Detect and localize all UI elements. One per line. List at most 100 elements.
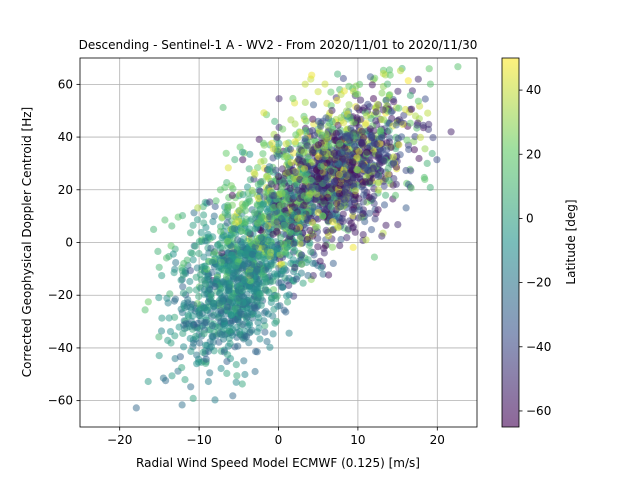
data-point xyxy=(249,250,257,258)
data-point xyxy=(298,251,306,259)
data-point xyxy=(274,302,282,310)
data-point xyxy=(360,186,368,194)
data-point xyxy=(217,258,225,266)
data-point xyxy=(291,120,299,128)
x-tick-label: −20 xyxy=(107,433,132,447)
data-point xyxy=(316,257,324,265)
data-point xyxy=(292,275,300,283)
data-point xyxy=(168,222,176,230)
data-point xyxy=(415,154,423,163)
data-point xyxy=(199,348,207,356)
data-point xyxy=(155,333,163,341)
data-point xyxy=(168,372,176,380)
data-point xyxy=(271,319,279,327)
data-point xyxy=(283,292,291,300)
data-point xyxy=(234,342,242,350)
data-point xyxy=(180,343,188,351)
data-point xyxy=(302,176,310,184)
data-point xyxy=(343,171,351,179)
data-point xyxy=(304,271,312,280)
data-point xyxy=(222,149,230,157)
data-point xyxy=(377,147,385,155)
data-point xyxy=(336,181,344,189)
data-point xyxy=(328,185,336,193)
data-point xyxy=(169,250,177,258)
data-point xyxy=(318,156,326,164)
data-point xyxy=(335,160,343,168)
data-point xyxy=(217,364,225,373)
data-point xyxy=(336,242,344,250)
data-point xyxy=(390,160,398,168)
data-point xyxy=(385,127,393,135)
data-point xyxy=(361,164,369,172)
data-point xyxy=(216,186,224,194)
data-point xyxy=(335,170,343,178)
data-point xyxy=(261,275,269,283)
data-point xyxy=(223,303,231,311)
data-point xyxy=(319,270,327,278)
data-point xyxy=(192,332,200,340)
data-point xyxy=(260,157,268,165)
data-point xyxy=(320,144,329,152)
data-point xyxy=(269,154,277,162)
data-point xyxy=(329,259,337,267)
data-point xyxy=(222,273,231,281)
data-point xyxy=(380,182,388,190)
data-point xyxy=(201,319,209,327)
data-point xyxy=(301,135,309,143)
colorbar-tick-label: −60 xyxy=(526,404,551,418)
data-point xyxy=(221,321,229,330)
data-point xyxy=(328,117,336,125)
colorbar-tick-label: 0 xyxy=(526,211,534,225)
data-point xyxy=(397,118,405,126)
data-point xyxy=(226,339,234,348)
data-point xyxy=(407,184,415,192)
data-point xyxy=(352,82,360,90)
data-point xyxy=(380,116,388,124)
data-point xyxy=(373,100,381,108)
data-point xyxy=(390,98,398,106)
data-point xyxy=(271,117,279,125)
data-point xyxy=(223,369,231,377)
data-point xyxy=(248,186,256,195)
data-point xyxy=(378,232,386,240)
data-point xyxy=(273,183,281,191)
data-point xyxy=(208,258,216,266)
data-point xyxy=(232,323,241,331)
data-point xyxy=(201,237,209,245)
data-point xyxy=(239,156,247,164)
data-point xyxy=(315,175,323,183)
data-point xyxy=(178,401,186,409)
data-point xyxy=(254,164,262,172)
scatter-points xyxy=(132,63,462,412)
data-point xyxy=(206,369,214,377)
data-point xyxy=(406,91,414,100)
data-point xyxy=(290,240,298,248)
data-point xyxy=(351,228,359,236)
data-point xyxy=(319,212,327,220)
data-point xyxy=(407,105,416,113)
data-point xyxy=(421,95,429,103)
data-point xyxy=(406,119,414,127)
data-point xyxy=(233,372,241,380)
data-point xyxy=(246,150,254,158)
data-point xyxy=(206,344,214,352)
data-point xyxy=(224,201,232,209)
data-point xyxy=(159,374,167,382)
data-point xyxy=(263,337,271,346)
data-point xyxy=(266,343,274,351)
data-point xyxy=(309,101,318,109)
data-point xyxy=(201,262,209,270)
data-point xyxy=(368,81,376,89)
data-point xyxy=(291,138,299,146)
data-point xyxy=(343,148,351,156)
data-point xyxy=(227,262,235,270)
data-point xyxy=(351,187,359,195)
data-point xyxy=(330,178,338,186)
data-point xyxy=(301,80,309,88)
data-point xyxy=(189,256,197,264)
data-point xyxy=(191,242,199,250)
data-point xyxy=(241,276,249,284)
data-point xyxy=(245,165,253,173)
data-point xyxy=(374,172,383,181)
